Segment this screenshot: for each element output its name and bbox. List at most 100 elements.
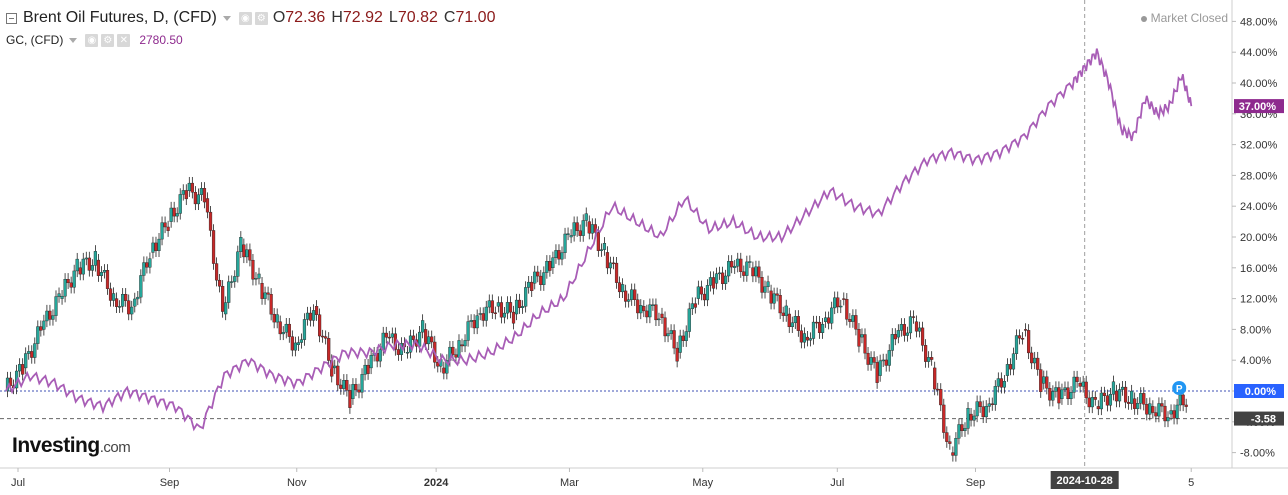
chevron-down-icon[interactable] [222,15,231,21]
candle-body [411,335,416,340]
candle-body [269,294,273,315]
collapse-icon[interactable] [6,12,17,24]
candle-body [554,250,558,258]
candle-body [36,326,40,344]
candle-body [1005,364,1010,376]
candle-body [714,273,719,284]
candle-body [778,295,782,314]
candle-body [536,271,540,277]
candle-body [478,313,482,315]
candle-body [824,317,828,322]
candle-body [772,293,776,304]
candle-body [1178,394,1182,406]
candle-body [148,258,152,268]
candle-body [784,305,788,316]
close-value: 71.00 [455,9,496,26]
candle-body [60,295,64,299]
candle-body [360,374,364,393]
compare-symbol[interactable]: GC, (CFD) [6,33,64,47]
candle-body [484,306,488,321]
candle-body [121,294,125,307]
candle-body [1117,389,1122,402]
eye-icon[interactable]: ◉ [238,11,252,25]
candle-body [530,281,534,292]
candle-body [39,326,43,331]
candle-body [796,316,800,331]
candle-body [1072,376,1076,393]
candle-body [260,283,264,299]
candle-body [1042,376,1046,384]
candle-body [430,336,434,343]
candle-body [481,313,485,321]
candle-body [1172,410,1176,419]
candle-body [1020,338,1025,340]
candle-body [1151,406,1155,413]
candle-body [493,312,497,314]
candle-body [127,300,131,315]
candle-body [1002,381,1006,388]
candle-body [508,302,513,313]
candle-body [739,258,743,272]
y-tick-label: 28.00% [1240,170,1278,182]
candle-body [802,333,807,343]
close-icon[interactable]: ✕ [117,33,131,47]
candle-body [302,319,307,340]
candle-body [1066,387,1070,400]
candle-body [642,306,646,312]
candle-body [363,364,367,375]
settings-icon[interactable]: ⚙ [254,11,268,25]
candle-body [142,262,146,276]
candle-body [608,262,613,269]
chevron-down-icon[interactable] [69,37,78,43]
candle-body [466,321,470,341]
candle-body [239,237,243,252]
symbol-title[interactable]: Brent Oil Futures, D, (CFD) [23,9,217,26]
candle-body [293,342,297,351]
candle-body [866,352,870,365]
candle-body [308,312,313,321]
candle-body [178,194,182,214]
candle-body [681,335,685,341]
candle-body [805,336,810,341]
candle-body [1087,397,1091,408]
candle-body [875,362,879,383]
candle-body [57,293,61,297]
candle-body [1030,352,1034,364]
candle-body [93,251,97,266]
candle-body [527,281,531,288]
candle-body [675,347,679,362]
status-dot-icon [1140,15,1147,22]
candle-body [345,380,349,391]
candle-body [684,331,688,341]
high-key: H [331,9,343,26]
candle-body [896,330,900,338]
y-tick-label: 8.00% [1240,324,1271,336]
candle-body [236,251,240,277]
candle-body [154,242,158,251]
candle-body [663,317,667,337]
series-layer [5,48,1193,462]
eye-icon[interactable]: ◉ [85,33,99,47]
candle-body [69,282,73,288]
candle-body [230,281,234,283]
candle-body [948,441,952,444]
candle-body [42,320,46,330]
candle-body [951,452,955,456]
candle-body [596,232,600,251]
candle-body [257,273,261,279]
axis-badge [1234,99,1284,114]
candle-body [790,322,794,328]
candle-body [842,298,846,300]
candle-body [1139,393,1143,404]
gold-series-line [5,48,1193,432]
settings-icon[interactable]: ⚙ [101,33,115,47]
candle-body [108,288,113,301]
axis-badge-label: -3.58 [1251,414,1276,426]
candle-body [811,321,816,339]
candle-body [887,350,891,366]
candle-body [1027,330,1031,354]
candle-body [227,281,231,303]
candle-body [339,384,343,389]
candle-body [460,344,464,347]
